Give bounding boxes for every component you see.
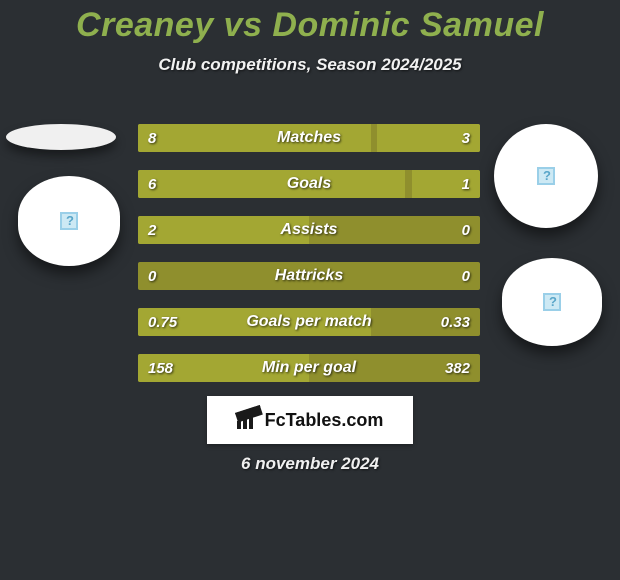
page-title: Creaney vs Dominic Samuel xyxy=(0,0,620,45)
comparison-bar-row: 158382Min per goal xyxy=(138,354,480,382)
bar-metric-label: Assists xyxy=(138,216,480,244)
bar-metric-label: Goals per match xyxy=(138,308,480,336)
image-placeholder-icon xyxy=(537,167,555,185)
player-left-club-badge xyxy=(18,176,120,266)
bar-metric-label: Min per goal xyxy=(138,354,480,382)
comparison-bar-row: 00Hattricks xyxy=(138,262,480,290)
player-right-avatar xyxy=(494,124,598,228)
comparison-bar-row: 0.750.33Goals per match xyxy=(138,308,480,336)
comparison-bar-row: 83Matches xyxy=(138,124,480,152)
bar-metric-label: Hattricks xyxy=(138,262,480,290)
branding-box: FcTables.com xyxy=(207,396,413,444)
player-right-club-badge xyxy=(502,258,602,346)
bar-chart-icon xyxy=(237,411,259,429)
date-label: 6 november 2024 xyxy=(0,454,620,474)
comparison-bar-row: 61Goals xyxy=(138,170,480,198)
image-placeholder-icon xyxy=(60,212,78,230)
bar-metric-label: Goals xyxy=(138,170,480,198)
bar-metric-label: Matches xyxy=(138,124,480,152)
player-left-avatar-shadow xyxy=(6,124,116,150)
page-subtitle: Club competitions, Season 2024/2025 xyxy=(0,55,620,75)
image-placeholder-icon xyxy=(543,293,561,311)
comparison-chart: 83Matches 61Goals 20Assists 00Hattricks 0.75… xyxy=(138,124,480,400)
branding-text: FcTables.com xyxy=(265,410,384,431)
comparison-bar-row: 20Assists xyxy=(138,216,480,244)
